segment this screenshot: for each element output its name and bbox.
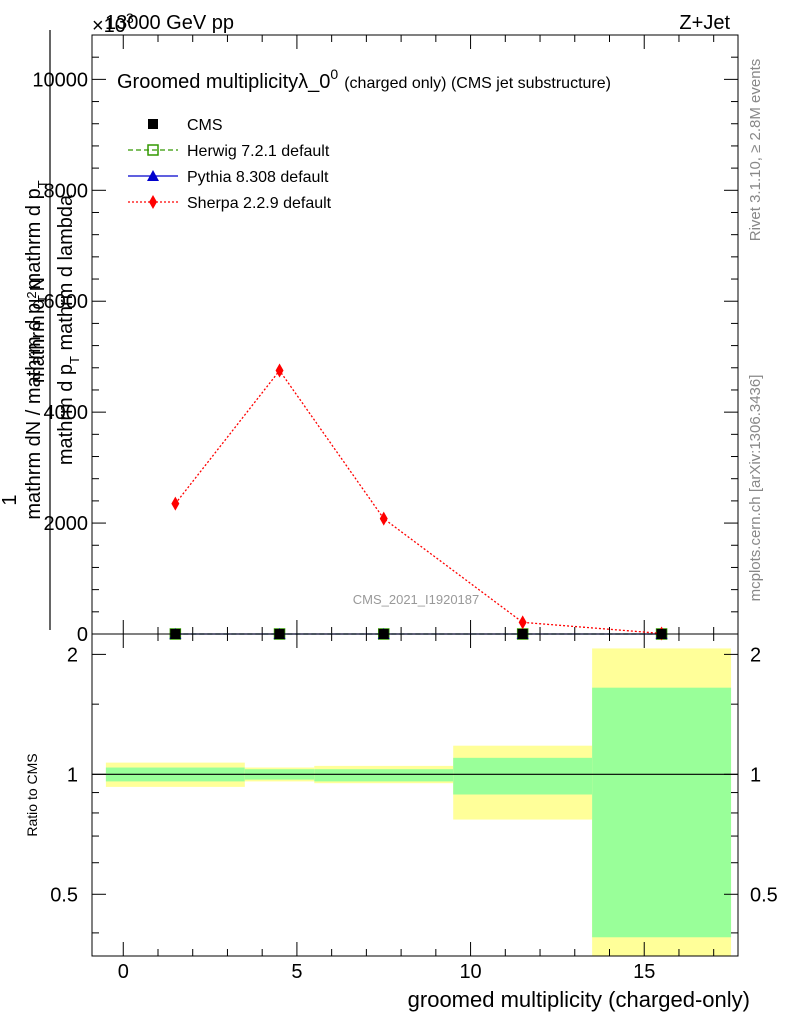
main-y-axis-label: mathrm d2N mathrm d pT mathrm d lambda [24,30,82,630]
legend-marker [147,144,159,156]
rivet-version-label: Rivet 3.1.10, ≥ 2.8M events [747,59,764,242]
ratio-axes: 0.5 0.5 1 1 2 2 0 5 10 15 [50,634,778,983]
ratio-y-tick-label-right: 1 [750,764,761,786]
analysis-watermark: CMS_2021_I1920187 [353,592,480,607]
ratio-stat-band [453,757,593,795]
svg-text:mathrm dN / mathrm d pT mathrm: mathrm dN / mathrm d pT mathrm d pT [23,180,50,519]
svg-text:mathrm d pT mathrm d lambda: mathrm d pT mathrm d lambda [55,194,82,465]
y-tick-label: 8000 [44,180,89,202]
ratio-y-axis-label: Ratio to CMS [24,753,40,836]
main-axes: 0 2000 4000 6000 8000 10000 [32,35,738,646]
y-tick-label: 4000 [44,402,89,424]
ratio-stat-band [314,769,454,782]
ratio-panel-frame [91,633,739,957]
series-line [174,369,662,635]
data-point [379,511,388,526]
x-tick-label: 5 [291,961,302,983]
chart-title: Groomed multiplicityλ_00(charged only) (… [117,66,611,93]
legend-label: Pythia 8.308 default [187,169,329,186]
y-scale-exponent: ×103 [92,10,134,37]
legend-label: Herwig 7.2.1 default [187,143,330,160]
energy-label: 13000 GeV pp [105,12,234,34]
y-tick-label: 10000 [32,69,88,91]
ratio-y-tick-label: 2 [67,644,78,666]
ratio-y-tick-label: 0.5 [50,884,78,906]
legend-label: CMS [187,117,223,134]
y-tick-label: 2000 [44,513,89,535]
ratio-y-tick-label-right: 0.5 [750,884,778,906]
legend-marker [148,119,158,129]
ratio-stat-band [592,687,732,938]
legend-label: Sherpa 2.2.9 default [187,195,332,212]
process-label: Z+Jet [679,12,730,34]
legend-marker [147,170,159,181]
x-tick-label: 15 [633,961,655,983]
ratio-y-tick-label-right: 2 [750,644,761,666]
svg-text:1: 1 [0,494,21,505]
main-y-axis-prefix: 1 mathrm dN / mathrm d pT mathrm d pT [0,180,50,519]
svg-text:mathrm d2N: mathrm d2N [24,277,49,383]
x-axis-label: groomed multiplicity (charged-only) [408,987,750,1012]
data-point [171,496,180,511]
ratio-y-tick-label: 1 [67,764,78,786]
legend-marker [149,195,157,209]
x-tick-label: 10 [459,961,481,983]
data-point [518,615,527,630]
y-tick-label: 6000 [44,291,89,313]
mcplots-label: mcplots.cern.ch [arXiv:1306.3436] [747,375,764,602]
legend: CMS Herwig 7.2.1 default Pythia 8.308 defa… [128,117,332,212]
ratio-bands [92,648,738,956]
x-tick-label: 0 [118,961,129,983]
y-tick-label: 0 [77,624,88,646]
data-point [275,363,284,378]
